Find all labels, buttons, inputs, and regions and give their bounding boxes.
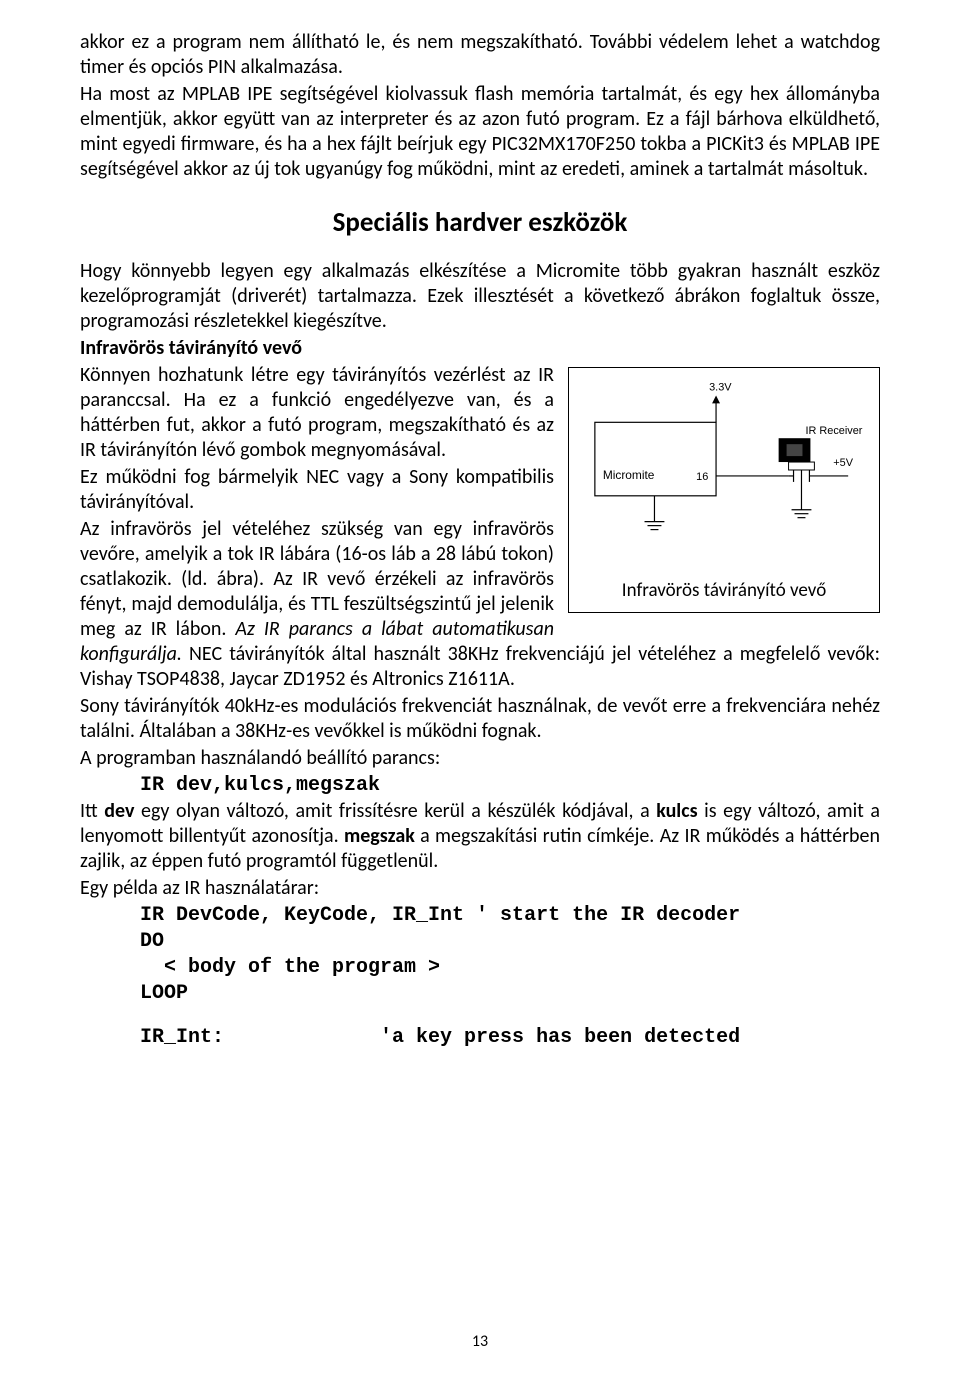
code-example: IR DevCode, KeyCode, IR_Int ' start the … xyxy=(140,903,880,1007)
para4a-kulcs: kulcs xyxy=(656,799,697,823)
code-ir-int: IR_Int: 'a key press has been detected xyxy=(140,1025,880,1051)
label-5v: +5V xyxy=(833,457,853,469)
paragraph-4b: Egy példa az IR használatárar: xyxy=(80,876,880,901)
paragraph-2: Hogy könnyebb legyen egy alkalmazás elké… xyxy=(80,259,880,334)
code-ir-command: IR dev,kulcs,megszak xyxy=(140,773,880,799)
figure-caption: Infravörös távirányító vevő xyxy=(575,579,873,602)
figure-ir-receiver: 3.3V Micromite 16 +5V IR Receiver Infra xyxy=(568,367,880,613)
page-number: 13 xyxy=(0,1332,960,1351)
section-heading: Speciális hardver eszközök xyxy=(80,206,880,239)
para4a-t2: egy olyan változó, amit frissítésre kerü… xyxy=(134,799,656,823)
ir-receiver-diagram: 3.3V Micromite 16 +5V IR Receiver xyxy=(575,376,873,561)
paragraph-intro-b: Ha most az MPLAB IPE segítségével kiolva… xyxy=(80,82,880,182)
para4a-dev: dev xyxy=(104,799,134,823)
subheading-ir-receiver: Infravörös távirányító vevő xyxy=(80,336,880,361)
para3c-text2: NEC távirányítók által használt 38KHz fr… xyxy=(80,642,880,691)
label-micromite: Micromite xyxy=(603,468,655,482)
paragraph-3d: Sony távirányítók 40kHz-es modulációs fr… xyxy=(80,694,880,744)
label-3v3: 3.3V xyxy=(709,382,732,394)
paragraph-intro-a: akkor ez a program nem állítható le, és … xyxy=(80,30,880,80)
label-ir-receiver: IR Receiver xyxy=(805,425,862,437)
paragraph-3e: A programban használandó beállító paranc… xyxy=(80,746,880,771)
para4a-megszak: megszak xyxy=(344,824,415,848)
paragraph-4a: Itt dev egy olyan változó, amit frissíté… xyxy=(80,799,880,874)
label-pin16: 16 xyxy=(696,471,708,483)
para4a-t1: Itt xyxy=(80,799,104,823)
